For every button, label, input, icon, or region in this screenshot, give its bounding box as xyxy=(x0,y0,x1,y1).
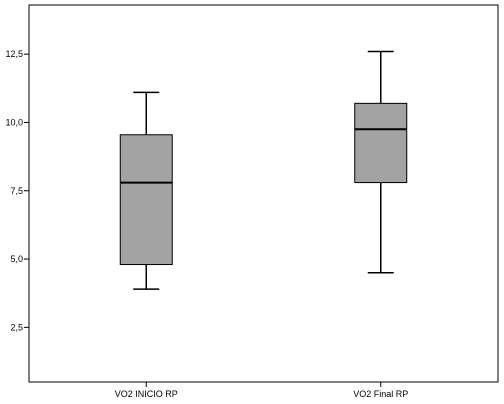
x-axis: VO2 INICIO RP VO2 Final RP xyxy=(115,382,408,399)
y-tick-label: 5,0 xyxy=(10,254,23,264)
box-group xyxy=(354,50,408,274)
iqr-box xyxy=(354,102,408,184)
y-axis: 2,5 5,0 7,5 10,0 12,5 xyxy=(5,49,29,332)
iqr-box xyxy=(119,134,173,266)
x-category-label: VO2 INICIO RP xyxy=(115,389,178,399)
x-category-label: VO2 Final RP xyxy=(353,389,408,399)
boxes xyxy=(119,50,408,290)
plot-area xyxy=(28,4,499,383)
box-group xyxy=(119,91,173,290)
y-tick-label: 10,0 xyxy=(5,117,23,127)
y-tick-label: 7,5 xyxy=(10,186,23,196)
y-tick-label: 2,5 xyxy=(10,322,23,332)
y-tick-label: 12,5 xyxy=(5,49,23,59)
